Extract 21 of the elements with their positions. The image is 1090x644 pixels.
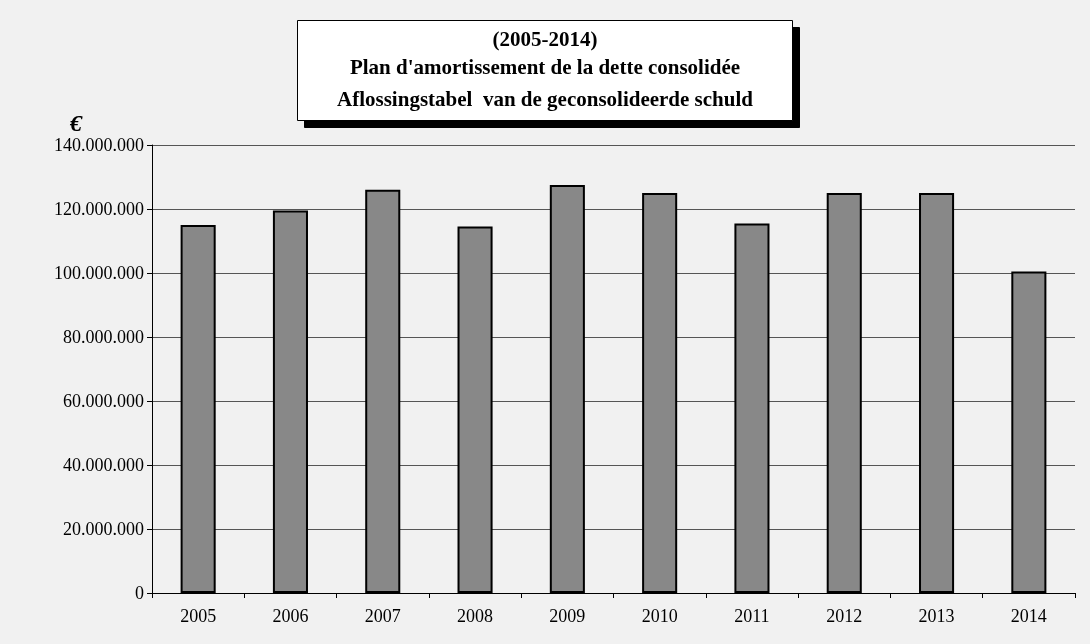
x-tick-label: 2006: [272, 606, 309, 626]
x-tick-label: 2009: [549, 606, 586, 626]
y-tick-label: 120.000.000: [54, 199, 144, 219]
x-tick-label: 2010: [641, 606, 678, 626]
x-tick-label: 2007: [364, 606, 401, 626]
y-tick-label: 80.000.000: [63, 327, 144, 347]
chart-title: (2005-2014): [492, 26, 598, 51]
x-tick-label: 2005: [180, 606, 217, 626]
y-tick-label: 0: [135, 583, 144, 603]
x-tick-label: 2008: [457, 606, 494, 626]
x-tick-label: 2011: [734, 606, 770, 626]
x-tick-label: 2014: [1010, 606, 1047, 626]
x-tick-label: 2012: [826, 606, 863, 626]
y-tick-label: 40.000.000: [63, 455, 144, 475]
y-tick-label: 140.000.000: [54, 135, 144, 155]
y-tick-label: 60.000.000: [63, 391, 144, 411]
y-axis-title: €: [69, 110, 83, 136]
x-tick-label: 2013: [918, 606, 955, 626]
chart-subtitle: Plan d'amortissement de la dette consolidée Aflossingstabel van de geconsolideerde schuld: [337, 55, 754, 111]
y-tick-label: 20.000.000: [63, 519, 144, 539]
y-tick-label: 100.000.000: [54, 263, 144, 283]
